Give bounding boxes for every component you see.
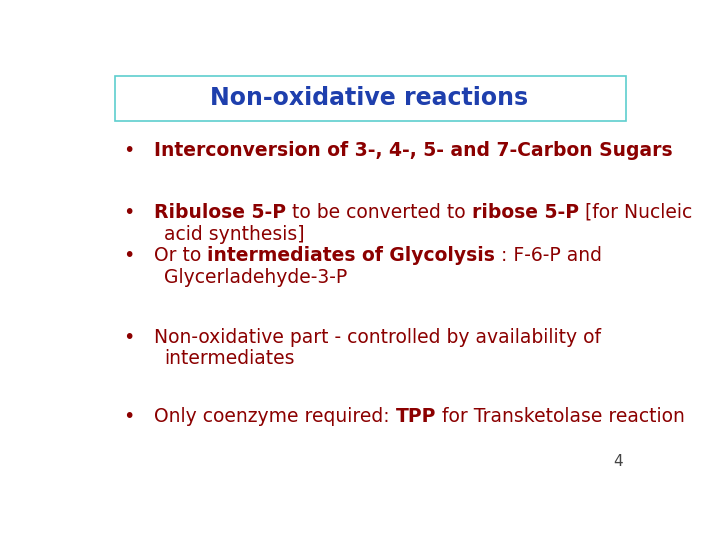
Text: •: • (123, 203, 135, 222)
Text: : F-6-P and: : F-6-P and (495, 246, 603, 265)
FancyBboxPatch shape (115, 76, 626, 121)
Text: [for Nucleic: [for Nucleic (579, 203, 692, 222)
Text: Ribulose 5-P: Ribulose 5-P (154, 203, 286, 222)
Text: •: • (123, 407, 135, 426)
Text: •: • (123, 140, 135, 159)
Text: TPP: TPP (396, 407, 436, 426)
Text: Glycerladehyde-3-P: Glycerladehyde-3-P (164, 268, 348, 287)
Text: for Transketolase reaction: for Transketolase reaction (436, 407, 685, 426)
Text: Non-oxidative part - controlled by availability of: Non-oxidative part - controlled by avail… (154, 328, 601, 347)
Text: ribose 5-P: ribose 5-P (472, 203, 579, 222)
Text: intermediates: intermediates (164, 349, 294, 368)
Text: Or to: Or to (154, 246, 207, 265)
Text: Only coenzyme required:: Only coenzyme required: (154, 407, 396, 426)
Text: •: • (123, 328, 135, 347)
Text: acid synthesis]: acid synthesis] (164, 225, 305, 244)
Text: •: • (123, 246, 135, 265)
Text: intermediates of Glycolysis: intermediates of Glycolysis (207, 246, 495, 265)
Text: to be converted to: to be converted to (286, 203, 472, 222)
Text: Interconversion of 3-, 4-, 5- and 7-Carbon Sugars: Interconversion of 3-, 4-, 5- and 7-Carb… (154, 140, 672, 159)
Text: 4: 4 (613, 454, 623, 469)
Text: Non-oxidative reactions: Non-oxidative reactions (210, 86, 528, 111)
